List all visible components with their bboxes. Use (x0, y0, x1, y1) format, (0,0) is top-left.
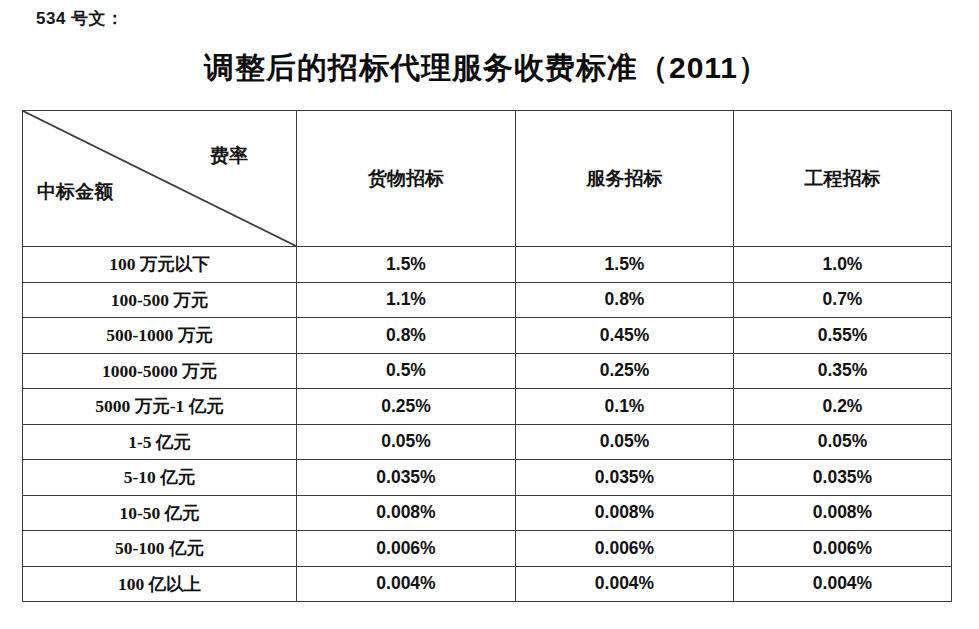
fee-rate-table: 费率 中标金额 货物招标 服务招标 工程招标 100 万元以下 1.5% 1.5… (22, 110, 952, 602)
table-header-row: 费率 中标金额 货物招标 服务招标 工程招标 (23, 111, 952, 247)
rate-cell-service: 0.004% (516, 566, 734, 602)
table-row: 5-10 亿元 0.035% 0.035% 0.035% (23, 460, 952, 496)
column-header-service: 服务招标 (516, 111, 734, 247)
amount-cell: 500-1000 万元 (23, 318, 297, 354)
rate-cell-engineering: 0.2% (734, 389, 952, 425)
rate-cell-goods: 0.05% (297, 424, 516, 460)
rate-cell-service: 0.008% (516, 495, 734, 531)
rate-cell-service: 1.5% (516, 247, 734, 283)
rate-cell-service: 0.1% (516, 389, 734, 425)
amount-cell: 100 万元以下 (23, 247, 297, 283)
amount-cell: 50-100 亿元 (23, 531, 297, 567)
rate-cell-goods: 0.008% (297, 495, 516, 531)
rate-cell-goods: 0.006% (297, 531, 516, 567)
rate-cell-goods: 0.004% (297, 566, 516, 602)
table-row: 500-1000 万元 0.8% 0.45% 0.55% (23, 318, 952, 354)
doc-number-label: 534 号文： (36, 7, 124, 30)
amount-cell: 5000 万元-1 亿元 (23, 389, 297, 425)
rate-cell-service: 0.45% (516, 318, 734, 354)
column-header-engineering: 工程招标 (734, 111, 952, 247)
rate-cell-engineering: 0.008% (734, 495, 952, 531)
rate-cell-goods: 0.035% (297, 460, 516, 496)
table-row: 1-5 亿元 0.05% 0.05% 0.05% (23, 424, 952, 460)
amount-cell: 10-50 亿元 (23, 495, 297, 531)
document-page: { "doc": { "number_label": "534 号文：", "t… (0, 0, 979, 629)
rate-cell-service: 0.05% (516, 424, 734, 460)
table-corner-cell: 费率 中标金额 (23, 111, 297, 247)
corner-label-rate: 费率 (210, 143, 248, 169)
table-row: 5000 万元-1 亿元 0.25% 0.1% 0.2% (23, 389, 952, 425)
amount-cell: 5-10 亿元 (23, 460, 297, 496)
rate-cell-goods: 1.5% (297, 247, 516, 283)
rate-cell-engineering: 0.035% (734, 460, 952, 496)
rate-cell-engineering: 0.35% (734, 353, 952, 389)
corner-label-amount: 中标金额 (37, 179, 113, 205)
rate-cell-engineering: 0.004% (734, 566, 952, 602)
amount-cell: 1-5 亿元 (23, 424, 297, 460)
amount-cell: 100-500 万元 (23, 282, 297, 318)
column-header-goods: 货物招标 (297, 111, 516, 247)
rate-cell-service: 0.25% (516, 353, 734, 389)
rate-cell-service: 0.035% (516, 460, 734, 496)
rate-cell-goods: 0.8% (297, 318, 516, 354)
rate-cell-engineering: 0.55% (734, 318, 952, 354)
table-row: 50-100 亿元 0.006% 0.006% 0.006% (23, 531, 952, 567)
table-row: 100 亿以上 0.004% 0.004% 0.004% (23, 566, 952, 602)
amount-cell: 100 亿以上 (23, 566, 297, 602)
table-row: 100-500 万元 1.1% 0.8% 0.7% (23, 282, 952, 318)
table-row: 100 万元以下 1.5% 1.5% 1.0% (23, 247, 952, 283)
rate-cell-engineering: 0.05% (734, 424, 952, 460)
rate-cell-service: 0.8% (516, 282, 734, 318)
amount-cell: 1000-5000 万元 (23, 353, 297, 389)
rate-cell-service: 0.006% (516, 531, 734, 567)
rate-cell-goods: 0.25% (297, 389, 516, 425)
rate-cell-goods: 0.5% (297, 353, 516, 389)
rate-cell-goods: 1.1% (297, 282, 516, 318)
page-title: 调整后的招标代理服务收费标准（2011） (22, 48, 951, 89)
rate-cell-engineering: 0.7% (734, 282, 952, 318)
table-row: 1000-5000 万元 0.5% 0.25% 0.35% (23, 353, 952, 389)
rate-cell-engineering: 1.0% (734, 247, 952, 283)
table-row: 10-50 亿元 0.008% 0.008% 0.008% (23, 495, 952, 531)
rate-cell-engineering: 0.006% (734, 531, 952, 567)
